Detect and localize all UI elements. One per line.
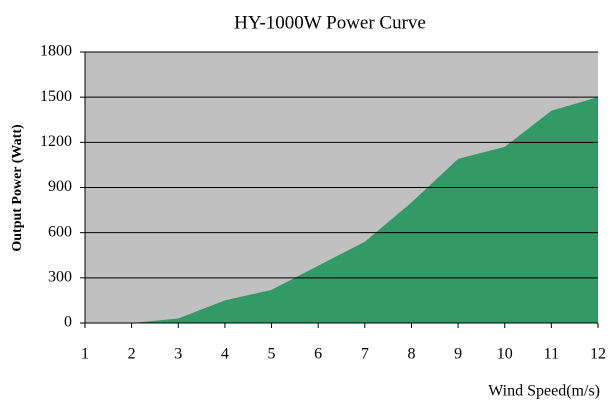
x-tick-label: 6: [314, 346, 322, 363]
x-tick-label: 5: [268, 346, 276, 363]
y-tick-label: 1800: [40, 43, 72, 60]
area: [131, 97, 599, 324]
x-tick-label: 1: [81, 346, 89, 363]
chart-title: HY-1000W Power Curve: [234, 12, 426, 33]
y-tick-label: 1500: [40, 88, 72, 105]
x-tick-label: 7: [361, 346, 369, 363]
x-tick-label: 4: [221, 346, 229, 363]
y-tick-label: 300: [48, 269, 72, 286]
y-tick-label: 1200: [40, 133, 72, 150]
x-tick-label: 2: [128, 346, 136, 363]
x-tick-label: 9: [454, 346, 462, 363]
y-tick-label: 0: [64, 314, 72, 331]
x-tick-label: 8: [407, 346, 415, 363]
x-tick-label: 11: [544, 346, 559, 363]
x-tick-label: 3: [174, 346, 182, 363]
y-axis-label: Output Power (Watt): [10, 124, 25, 252]
x-tick-label: 12: [590, 346, 606, 363]
x-tick-label: 10: [497, 346, 513, 363]
y-tick-label: 600: [48, 223, 72, 240]
y-tick-label: 900: [48, 178, 72, 195]
x-axis-label: Wind Speed(m/s): [488, 383, 600, 400]
